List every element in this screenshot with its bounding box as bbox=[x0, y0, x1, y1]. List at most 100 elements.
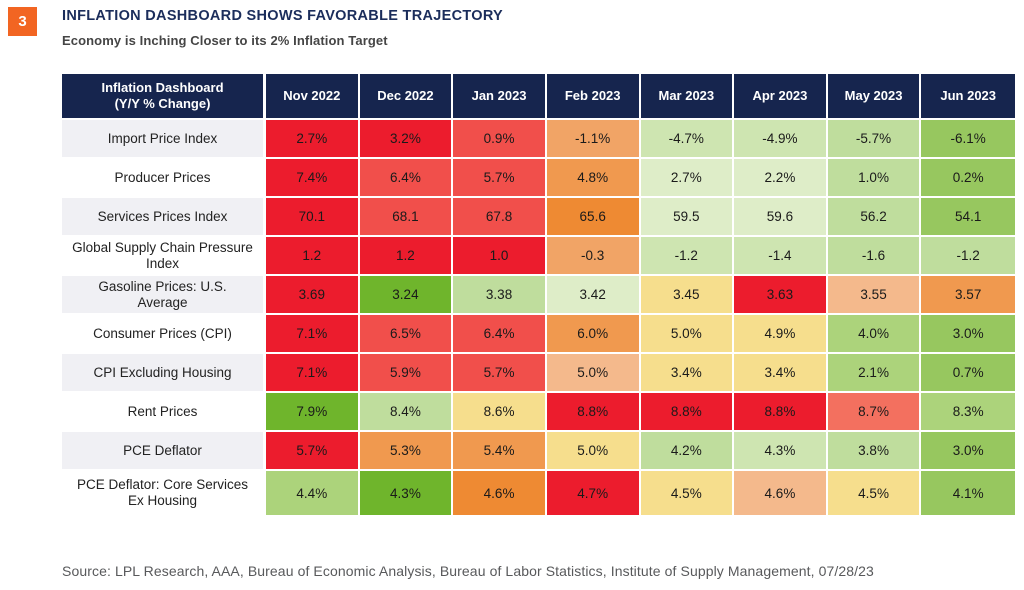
heatmap-cell: 2.1% bbox=[827, 354, 922, 393]
heatmap-cell: 3.0% bbox=[921, 315, 1015, 354]
heatmap-cell: 7.4% bbox=[266, 159, 360, 198]
heatmap-cell: 2.7% bbox=[266, 120, 360, 159]
heatmap-cell: -1.4 bbox=[734, 237, 828, 276]
column-header: Jan 2023 bbox=[453, 74, 547, 120]
heatmap-cell: 56.2 bbox=[827, 198, 922, 237]
heatmap-cell: 1.2 bbox=[266, 237, 360, 276]
heatmap-cell: 7.1% bbox=[266, 315, 360, 354]
table-row: Import Price Index 2.7% 3.2% 0.9% -1.1% -4.7%… bbox=[62, 120, 1015, 159]
heatmap-cell: -1.6 bbox=[827, 237, 922, 276]
page-title: INFLATION DASHBOARD SHOWS FAVORABLE TRAJ… bbox=[62, 8, 504, 24]
slide-number-badge: 3 bbox=[8, 7, 37, 36]
heatmap-cell: 8.8% bbox=[640, 393, 735, 432]
row-label: Import Price Index bbox=[62, 120, 266, 159]
heatmap-cell: -4.7% bbox=[640, 120, 735, 159]
heatmap-cell: 0.7% bbox=[921, 354, 1015, 393]
heatmap-cell: 5.4% bbox=[453, 432, 547, 471]
heatmap-cell: 5.7% bbox=[453, 159, 547, 198]
slide-number: 3 bbox=[18, 13, 27, 30]
heatmap-cell: 3.63 bbox=[734, 276, 828, 315]
heatmap-cell: 59.5 bbox=[640, 198, 735, 237]
heatmap-cell: 5.0% bbox=[640, 315, 735, 354]
heatmap-cell: 3.42 bbox=[546, 276, 641, 315]
row-label: PCE Deflator bbox=[62, 432, 266, 471]
heatmap-cell: 8.4% bbox=[359, 393, 454, 432]
heatmap-cell: 2.2% bbox=[734, 159, 828, 198]
table-row: Gasoline Prices: U.S. Average 3.69 3.24 3.3… bbox=[62, 276, 1015, 315]
heatmap-cell: -1.2 bbox=[921, 237, 1015, 276]
table-row: Consumer Prices (CPI) 7.1% 6.5% 6.4% 6.0% 5.0… bbox=[62, 315, 1015, 354]
heatmap-cell: 59.6 bbox=[734, 198, 828, 237]
row-label: PCE Deflator: Core Services Ex Housing bbox=[62, 471, 266, 517]
heatmap-cell: 4.3% bbox=[734, 432, 828, 471]
heatmap-cell: 4.5% bbox=[827, 471, 922, 517]
table-row: Global Supply Chain Pressure Index 1.2 1.2… bbox=[62, 237, 1015, 276]
heatmap-cell: 0.9% bbox=[453, 120, 547, 159]
row-label: Consumer Prices (CPI) bbox=[62, 315, 266, 354]
heatmap-cell: 3.8% bbox=[827, 432, 922, 471]
heatmap-cell: 6.4% bbox=[453, 315, 547, 354]
heatmap-cell: 3.4% bbox=[640, 354, 735, 393]
heatmap-cell: 4.4% bbox=[266, 471, 360, 517]
source-note: Source: LPL Research, AAA, Bureau of Eco… bbox=[62, 563, 874, 579]
heatmap-cell: 6.0% bbox=[546, 315, 641, 354]
heatmap-cell: -6.1% bbox=[921, 120, 1015, 159]
heatmap-cell: -1.2 bbox=[640, 237, 735, 276]
heatmap-cell: 54.1 bbox=[921, 198, 1015, 237]
table-row: Rent Prices 7.9% 8.4% 8.6% 8.8% 8.8% 8.8% 8.7% 8… bbox=[62, 393, 1015, 432]
heatmap-cell: 3.57 bbox=[921, 276, 1015, 315]
column-header: Dec 2022 bbox=[359, 74, 454, 120]
heatmap-cell: 4.3% bbox=[359, 471, 454, 517]
heatmap-cell: 70.1 bbox=[266, 198, 360, 237]
heatmap-cell: 4.2% bbox=[640, 432, 735, 471]
heatmap-cell: 1.0% bbox=[827, 159, 922, 198]
heatmap-cell: 4.6% bbox=[453, 471, 547, 517]
table-row: PCE Deflator 5.7% 5.3% 5.4% 5.0% 4.2% 4.3% 3.8%… bbox=[62, 432, 1015, 471]
heatmap-cell: 5.9% bbox=[359, 354, 454, 393]
heatmap-cell: 5.0% bbox=[546, 354, 641, 393]
heatmap-cell: 5.7% bbox=[266, 432, 360, 471]
column-header: Apr 2023 bbox=[734, 74, 828, 120]
heatmap-cell: 3.55 bbox=[827, 276, 922, 315]
table-row: PCE Deflator: Core Services Ex Housing 4.… bbox=[62, 471, 1015, 517]
heatmap-cell: 65.6 bbox=[546, 198, 641, 237]
row-label: Services Prices Index bbox=[62, 198, 266, 237]
table-row: CPI Excluding Housing 7.1% 5.9% 5.7% 5.0% 3.4… bbox=[62, 354, 1015, 393]
column-header: May 2023 bbox=[827, 74, 922, 120]
heatmap-cell: 0.2% bbox=[921, 159, 1015, 198]
heatmap-cell: 7.1% bbox=[266, 354, 360, 393]
heatmap-cell: 3.45 bbox=[640, 276, 735, 315]
heatmap-cell: 4.7% bbox=[546, 471, 641, 517]
heatmap-cell: 6.4% bbox=[359, 159, 454, 198]
table-corner-header: Inflation Dashboard (Y/Y % Change) bbox=[62, 74, 266, 120]
row-label: Global Supply Chain Pressure Index bbox=[62, 237, 266, 276]
column-header: Jun 2023 bbox=[921, 74, 1015, 120]
heatmap-cell: 68.1 bbox=[359, 198, 454, 237]
heatmap-cell: 4.9% bbox=[734, 315, 828, 354]
row-label: Producer Prices bbox=[62, 159, 266, 198]
heatmap-cell: 5.0% bbox=[546, 432, 641, 471]
row-label: Rent Prices bbox=[62, 393, 266, 432]
column-header: Nov 2022 bbox=[266, 74, 360, 120]
row-label: CPI Excluding Housing bbox=[62, 354, 266, 393]
heatmap-cell: -4.9% bbox=[734, 120, 828, 159]
heatmap-cell: 8.8% bbox=[546, 393, 641, 432]
heatmap-cell: 3.0% bbox=[921, 432, 1015, 471]
heatmap-cell: 4.8% bbox=[546, 159, 641, 198]
column-header: Mar 2023 bbox=[640, 74, 735, 120]
heatmap-cell: 6.5% bbox=[359, 315, 454, 354]
heatmap-cell: 5.3% bbox=[359, 432, 454, 471]
heatmap-cell: 8.3% bbox=[921, 393, 1015, 432]
inflation-table: Inflation Dashboard (Y/Y % Change) Nov 20… bbox=[62, 74, 1015, 517]
heatmap-cell: 1.0 bbox=[453, 237, 547, 276]
heatmap-cell: 3.38 bbox=[453, 276, 547, 315]
table-row: Producer Prices 7.4% 6.4% 5.7% 4.8% 2.7% 2.2% 1… bbox=[62, 159, 1015, 198]
heatmap-cell: 4.5% bbox=[640, 471, 735, 517]
heatmap-cell: -5.7% bbox=[827, 120, 922, 159]
heatmap-cell: 3.4% bbox=[734, 354, 828, 393]
heatmap-cell: 8.6% bbox=[453, 393, 547, 432]
heatmap-cell: 7.9% bbox=[266, 393, 360, 432]
heatmap-cell: 3.2% bbox=[359, 120, 454, 159]
heatmap-cell: -0.3 bbox=[546, 237, 641, 276]
